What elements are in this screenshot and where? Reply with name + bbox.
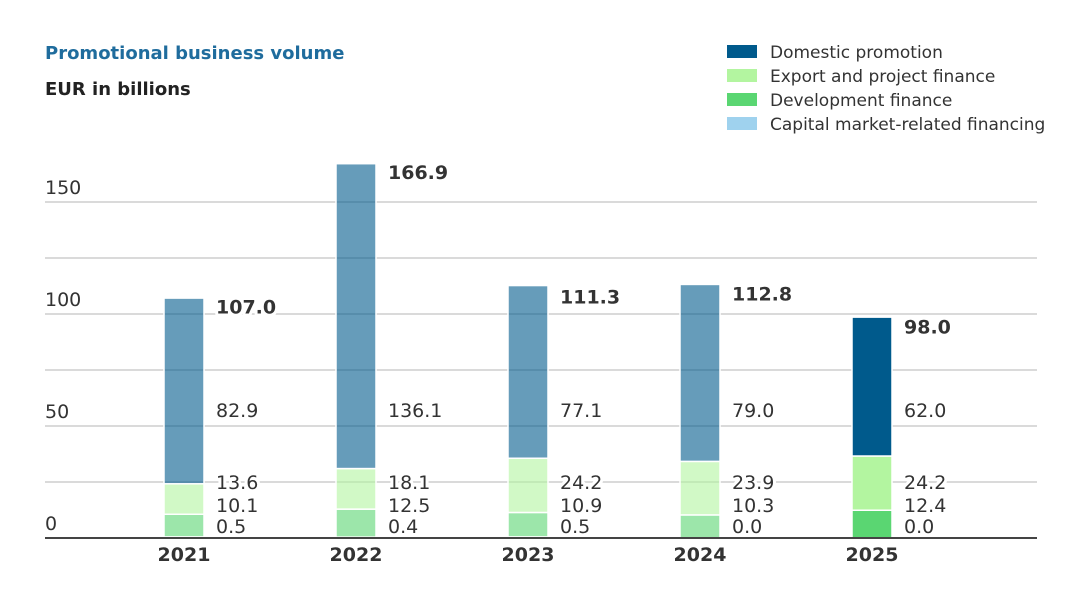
bar-segment bbox=[679, 283, 721, 463]
value-label: 10.3 bbox=[732, 495, 774, 517]
legend-swatch bbox=[727, 117, 757, 130]
bar-segment bbox=[507, 457, 549, 514]
chart-title: Promotional business volume bbox=[45, 43, 344, 64]
bar-segment bbox=[335, 467, 377, 510]
bar-segment bbox=[335, 508, 377, 538]
legend-label: Domestic promotion bbox=[770, 43, 943, 63]
value-label: 77.1 bbox=[560, 400, 602, 422]
bar-segment bbox=[851, 316, 893, 457]
chart-subtitle: EUR in billions bbox=[45, 79, 191, 100]
value-label: 0.5 bbox=[560, 516, 590, 538]
x-tick-label: 2023 bbox=[502, 544, 555, 566]
x-tick-label: 2021 bbox=[158, 544, 211, 566]
value-label: 0.0 bbox=[904, 516, 934, 538]
y-tick-label: 150 bbox=[45, 177, 81, 199]
value-label: 18.1 bbox=[388, 472, 430, 494]
bar-segment bbox=[163, 513, 205, 538]
value-label: 10.1 bbox=[216, 495, 258, 517]
bar-segment bbox=[163, 483, 205, 516]
bar-segment bbox=[679, 514, 721, 539]
x-tick-label: 2022 bbox=[330, 544, 383, 566]
value-label: 24.2 bbox=[904, 472, 946, 494]
bar-segment bbox=[679, 460, 721, 516]
legend-swatch bbox=[727, 93, 757, 106]
value-label: 82.9 bbox=[216, 400, 258, 422]
value-label: 79.0 bbox=[732, 400, 774, 422]
value-label: 12.4 bbox=[904, 495, 946, 517]
bar-segment bbox=[851, 455, 893, 511]
total-label: 107.0 bbox=[216, 296, 276, 318]
legend-swatch bbox=[727, 45, 757, 58]
value-label: 23.9 bbox=[732, 472, 774, 494]
x-tick-label: 2025 bbox=[846, 544, 899, 566]
total-label: 98.0 bbox=[904, 316, 951, 338]
bar-segment bbox=[851, 509, 893, 539]
legend-label: Development finance bbox=[770, 91, 952, 111]
total-label: 112.8 bbox=[732, 283, 792, 305]
value-label: 10.9 bbox=[560, 495, 602, 517]
bar-segment bbox=[507, 284, 549, 460]
value-label: 12.5 bbox=[388, 495, 430, 517]
bar-segment bbox=[335, 162, 377, 470]
total-label: 111.3 bbox=[560, 287, 620, 309]
legend-label: Capital market-related financing bbox=[770, 115, 1045, 135]
value-label: 0.5 bbox=[216, 516, 246, 538]
value-label: 0.0 bbox=[732, 516, 762, 538]
legend-swatch bbox=[727, 69, 757, 82]
value-label: 24.2 bbox=[560, 472, 602, 494]
x-tick-label: 2024 bbox=[674, 544, 727, 566]
total-label: 166.9 bbox=[388, 162, 448, 184]
legend-label: Export and project finance bbox=[770, 67, 995, 87]
y-tick-label: 50 bbox=[45, 401, 69, 423]
y-tick-label: 100 bbox=[45, 289, 81, 311]
bar-segment bbox=[163, 297, 205, 485]
value-label: 62.0 bbox=[904, 400, 946, 422]
value-label: 0.4 bbox=[388, 516, 418, 538]
value-label: 136.1 bbox=[388, 400, 442, 422]
bar-segment bbox=[507, 511, 549, 538]
value-label: 13.6 bbox=[216, 472, 258, 494]
y-tick-label: 0 bbox=[45, 513, 57, 535]
